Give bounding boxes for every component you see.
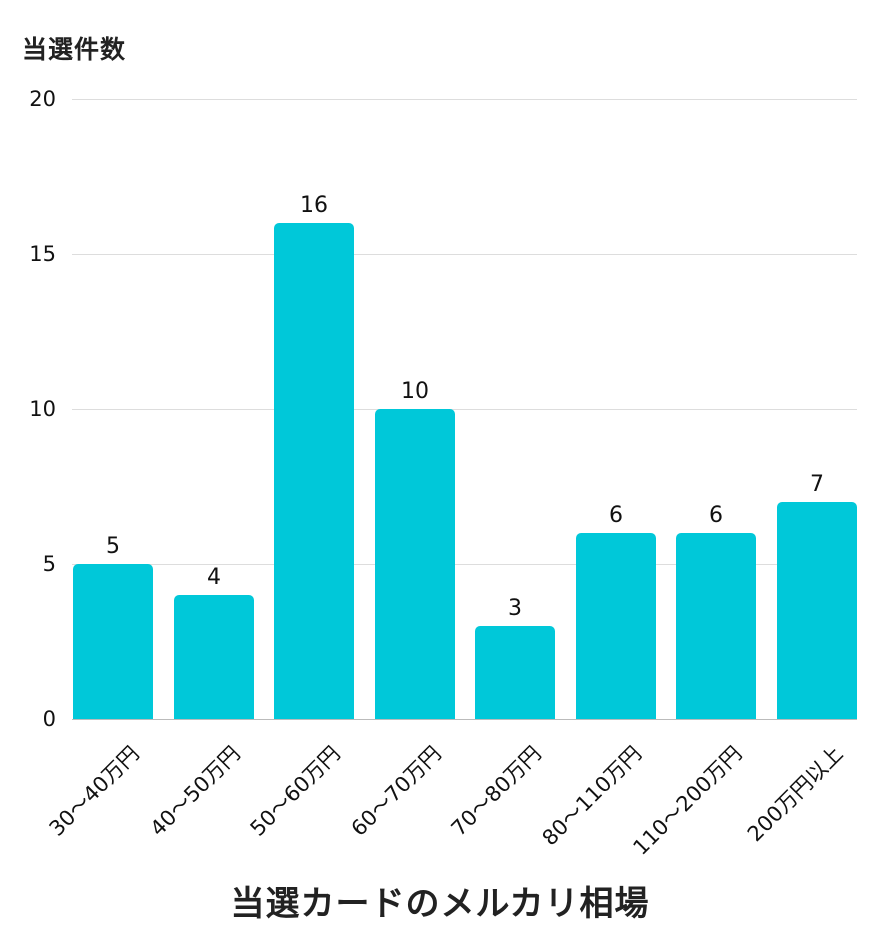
bar-value-label: 6 [709, 503, 723, 528]
bar-value-label: 10 [401, 379, 429, 404]
x-tick-label: 110〜200万円 [628, 741, 747, 860]
x-tick-label: 40〜50万円 [145, 741, 245, 841]
x-tick-label: 70〜80万円 [446, 741, 546, 841]
y-tick: 5 [42, 552, 56, 576]
x-tick-label: 60〜70万円 [346, 741, 446, 841]
bar [73, 564, 153, 719]
gridline-15 [72, 254, 857, 255]
x-tick-label: 200万円以上 [742, 741, 848, 847]
bar-value-label: 16 [300, 193, 328, 218]
y-tick: 15 [29, 242, 56, 266]
bar [676, 533, 756, 719]
bar [375, 409, 455, 719]
gridline-20 [72, 99, 857, 100]
y-tick: 0 [42, 707, 56, 731]
bar-value-label: 5 [106, 534, 120, 559]
bar-value-label: 6 [609, 503, 623, 528]
bar-value-label: 4 [207, 565, 221, 590]
bar [174, 595, 254, 719]
bar [475, 626, 555, 719]
x-axis-line [72, 719, 857, 720]
gridline-10 [72, 409, 857, 410]
bar-value-label: 3 [508, 596, 522, 621]
chart-title: 当選カードのメルカリ相場 [230, 884, 650, 924]
x-tick-label: 80〜110万円 [537, 741, 647, 851]
bar-value-label: 7 [810, 472, 824, 497]
y-axis-label: 当選件数 [22, 35, 127, 64]
y-tick: 20 [29, 87, 56, 111]
x-tick-label: 30〜40万円 [44, 741, 144, 841]
y-tick: 10 [29, 397, 56, 421]
x-tick-label: 50〜60万円 [245, 741, 345, 841]
gridline-5 [72, 564, 857, 565]
bar [274, 223, 354, 719]
bar [576, 533, 656, 719]
bar [777, 502, 857, 719]
